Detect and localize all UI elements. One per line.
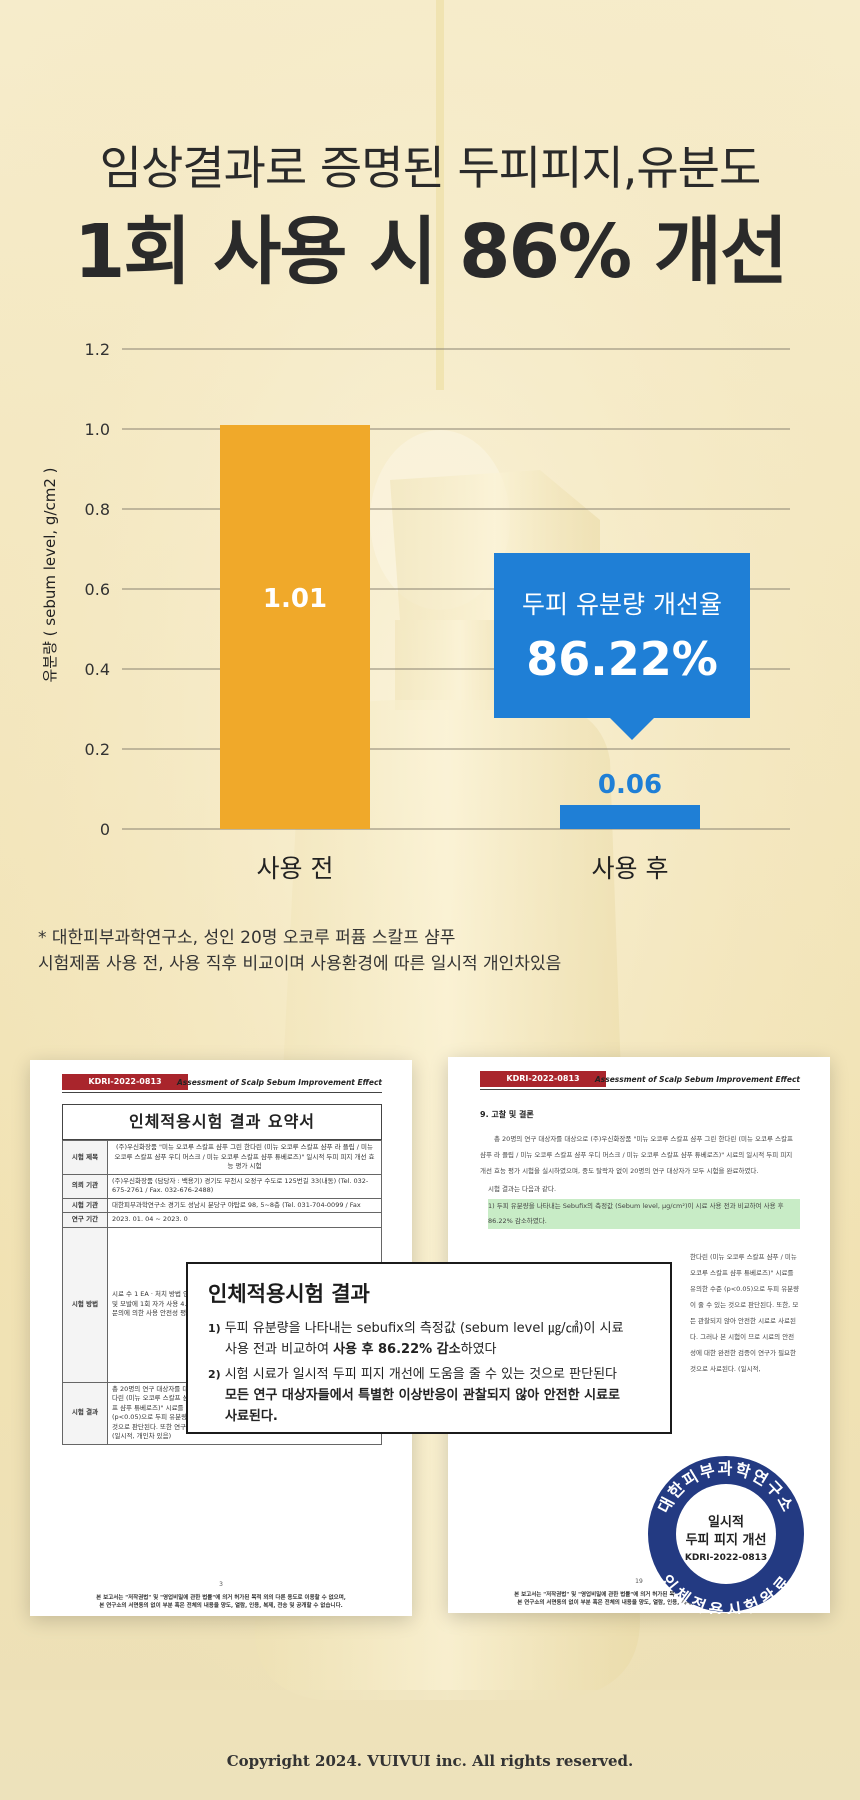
row-label: 시험 제목: [62, 1140, 108, 1175]
table-row: 연구 기간 2023. 01. 04 ~ 2023. 0: [62, 1212, 382, 1228]
y-tick-label: 1.2: [85, 340, 110, 359]
x-category-label: 사용 전: [257, 854, 334, 883]
y-tick-label: 0: [100, 820, 110, 839]
certification-stamp: 대한피부과학연구소 인체적용시험완료 일시적 두피 피지 개선 KDRI-202…: [648, 1456, 804, 1614]
popup-item-2: 2) 시험 시료가 일시적 두피 피지 개선에 도움을 줄 수 있는 것으로 판단…: [208, 1364, 636, 1427]
page-number: 19: [635, 1578, 643, 1585]
source-footnote: * 대한피부과학연구소, 성인 20명 오코루 퍼퓸 스칼프 샴푸 시험제품 사…: [38, 925, 561, 977]
item-text: 시험 시료가 일시적 두피 피지 개선에 도움을 줄 수 있는 것으로 판단된다: [224, 1367, 617, 1382]
callout-box: [494, 553, 750, 718]
copyright-text: Copyright 2024. VUIVUI inc. All rights r…: [226, 1752, 634, 1770]
item-text: 두피 유분량을 나타내는 sebufix의 측정값 (sebum level ㎍…: [224, 1321, 624, 1336]
item-number: 2): [208, 1368, 221, 1381]
item-text: 하였다: [460, 1342, 497, 1357]
row-value: (주)우신화장품 "미뉴 오코루 스칼프 샴푸 그린 한다린 (미뉴 오코루 스…: [107, 1140, 382, 1175]
callout-value: 86.22%: [526, 632, 718, 686]
improvement-callout: 두피 유분량 개선율 86.22%: [494, 553, 750, 740]
report-code-badge: KDRI-2022-0813: [480, 1071, 606, 1087]
bar: [560, 805, 700, 829]
item-bold-text: 사료된다.: [225, 1409, 278, 1424]
report-code-badge: KDRI-2022-0813: [62, 1074, 188, 1090]
y-tick-label: 0.2: [85, 740, 110, 759]
conclusion-paragraph: 총 20명의 연구 대상자를 대상으로 (주)우신화장품 "미뉴 오코루 스칼프…: [480, 1135, 793, 1175]
footer-line: 본 보고서는 "저작권법" 및 "영업비밀에 관한 법률"에 의거 허가된 목적…: [96, 1595, 346, 1601]
conclusion-paragraph-2: 시험 결과는 다음과 같다.: [488, 1185, 557, 1193]
bar-data-label: 0.06: [598, 770, 662, 800]
popup-item-1: 1) 두피 유분량을 나타내는 sebufix의 측정값 (sebum level…: [208, 1318, 636, 1360]
report-footer: 본 보고서는 "저작권법" 및 "영업비밀에 관한 법률"에 의거 허가된 목적…: [50, 1594, 392, 1610]
item-text: 사용 전과 비교하여: [225, 1342, 334, 1357]
row-label: 시험 방법: [62, 1226, 108, 1383]
item-number: 1): [208, 1322, 221, 1335]
item-bold-text: 모든 연구 대상자들에서 특별한 이상반응이 관찰되지 않아 안전한 시료로: [225, 1388, 621, 1403]
footer-line: 본 연구소의 서면동의 없이 부분 혹은 전체의 내용을 양도, 열람, 인용,…: [99, 1603, 343, 1609]
stamp-center-2: 두피 피지 개선: [686, 1532, 767, 1548]
headline-line2: 1회 사용 시 86% 개선: [73, 209, 788, 295]
row-value: (주)우신화장품 (담당자 : 백용기) 경기도 부천시 오정구 수도로 125…: [107, 1173, 382, 1199]
stamp-center-3: KDRI-2022-0813: [685, 1553, 767, 1563]
y-tick-label: 0.6: [85, 580, 110, 599]
y-axis-label: 유분량 ( sebum level, g/cm2 ): [41, 467, 59, 682]
row-value: 대한피부과학연구소 경기도 성남시 분당구 야탑로 98, 5~8층 (Tel.…: [107, 1197, 382, 1213]
footer-line: 본 연구소의 서면동의 없이 부분 혹은 전체의 내용을 양도, 열람, 인용,…: [517, 1600, 761, 1606]
footnote-line1: * 대한피부과학연구소, 성인 20명 오코루 퍼퓸 스칼프 샴푸: [38, 928, 456, 948]
table-row: 의뢰 기관 (주)우신화장품 (담당자 : 백용기) 경기도 부천시 오정구 수도…: [62, 1173, 382, 1199]
report-header: Assessment of Scalp Sebum Improvement Ef…: [176, 1078, 382, 1087]
conclusion-item-rest: 한다린 (미뉴 오코루 스칼프 샴푸 / 미뉴 오코루 스칼프 샴푸 튜베로즈)…: [690, 1253, 800, 1373]
callout-arrow: [610, 718, 654, 740]
headline-line1: 임상결과로 증명된 두피피지,유분도: [99, 141, 762, 195]
item-bold-text: 사용 후 86.22% 감소: [333, 1342, 461, 1357]
header-divider: [62, 1092, 382, 1093]
row-label: 의뢰 기관: [62, 1173, 108, 1199]
bar: [220, 425, 370, 829]
y-tick-label: 0.4: [85, 660, 110, 679]
row-label: 시험 결과: [62, 1381, 108, 1445]
bar-data-label: 1.01: [263, 584, 327, 614]
sebum-bar-chart: 유분량 ( sebum level, g/cm2 ) 0 0.2 0.4 0.6 0.8…: [41, 340, 790, 883]
summary-title: 인체적용시험 결과 요약서: [62, 1104, 382, 1140]
footnote-line2: 시험제품 사용 전, 사용 직후 비교이며 사용환경에 따른 일시적 개인차있음: [38, 954, 562, 974]
page-number: 3: [219, 1581, 223, 1588]
row-label: 시험 기관: [62, 1197, 108, 1213]
test-result-popup: 인체적용시험 결과 1) 두피 유분량을 나타내는 sebufix의 측정값 (s…: [186, 1262, 672, 1434]
report-footer: 본 보고서는 "저작권법" 및 "영업비밀에 관한 법률"에 의거 허가된 목적…: [468, 1591, 810, 1607]
row-value: 2023. 01. 04 ~ 2023. 0: [107, 1212, 382, 1228]
y-tick-label: 0.8: [85, 500, 110, 519]
conclusion-item-1: 1) 두피 유분량을 나타내는 Sebufix의 측정값 (Sebum leve…: [488, 1199, 800, 1229]
popup-title: 인체적용시험 결과: [208, 1282, 370, 1306]
row-label: 연구 기간: [62, 1212, 108, 1228]
report-header: Assessment of Scalp Sebum Improvement Ef…: [594, 1075, 800, 1084]
header-divider: [480, 1089, 800, 1090]
section-title: 9. 고찰 및 결론: [480, 1110, 534, 1119]
stamp-center-1: 일시적: [708, 1514, 744, 1530]
table-row: 시험 제목 (주)우신화장품 "미뉴 오코루 스칼프 샴푸 그린 한다린 (미뉴 …: [62, 1140, 382, 1175]
table-row: 시험 기관 대한피부과학연구소 경기도 성남시 분당구 야탑로 98, 5~8층 …: [62, 1197, 382, 1213]
footer-line: 본 보고서는 "저작권법" 및 "영업비밀에 관한 법률"에 의거 허가된 목적…: [514, 1592, 764, 1598]
y-tick-label: 1.0: [85, 420, 110, 439]
x-category-label: 사용 후: [592, 854, 669, 883]
callout-title: 두피 유분량 개선율: [522, 590, 722, 619]
